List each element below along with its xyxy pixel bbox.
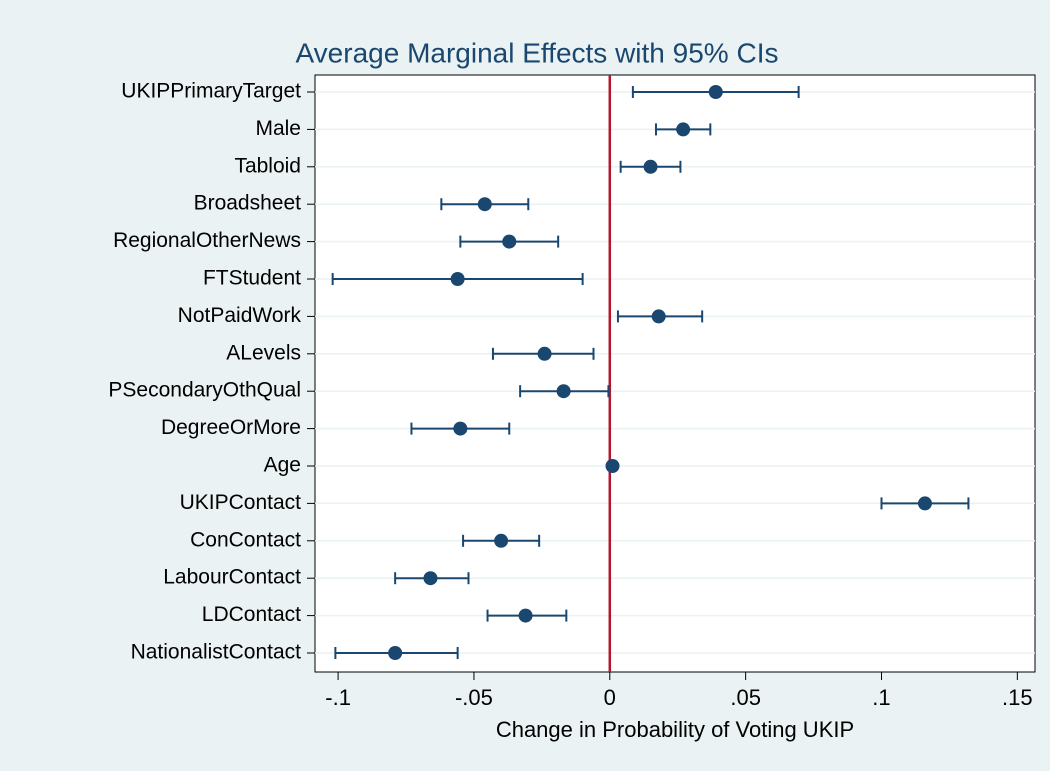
y-tick-label: UKIPContact xyxy=(180,491,302,514)
y-tick-label: PSecondaryOthQual xyxy=(108,379,301,402)
point-estimate xyxy=(556,384,571,399)
y-tick-label: Age xyxy=(264,454,301,477)
point-estimate xyxy=(708,85,723,99)
x-tick-label: -.05 xyxy=(455,685,493,710)
x-tick-label: .05 xyxy=(730,685,761,710)
y-tick-label: Broadsheet xyxy=(194,192,302,215)
point-estimate xyxy=(605,459,620,473)
point-estimate xyxy=(388,646,403,660)
point-estimate xyxy=(453,421,468,436)
x-axis-label: Change in Probability of Voting UKIP xyxy=(496,717,854,742)
x-tick-label: .1 xyxy=(872,685,890,710)
y-tick-label: ConContact xyxy=(190,528,301,551)
point-estimate xyxy=(477,197,492,212)
point-estimate xyxy=(651,309,666,324)
chart-title: Average Marginal Effects with 95% CIs xyxy=(296,37,779,68)
y-tick-label: ALevels xyxy=(226,341,301,364)
point-estimate xyxy=(423,571,438,586)
y-tick-label: Tabloid xyxy=(234,154,301,177)
y-tick-label: NationalistContact xyxy=(131,641,302,664)
x-tick-label: 0 xyxy=(604,685,616,710)
point-estimate xyxy=(537,346,552,361)
point-estimate xyxy=(917,496,932,511)
y-tick-label: DegreeOrMore xyxy=(161,416,301,439)
point-estimate xyxy=(494,533,509,548)
point-estimate xyxy=(676,122,691,137)
y-tick-label: NotPaidWork xyxy=(178,304,302,327)
y-tick-label: Male xyxy=(255,117,301,140)
point-estimate xyxy=(450,272,465,286)
point-estimate xyxy=(518,608,533,623)
point-estimate xyxy=(643,159,658,174)
y-tick-label: FTStudent xyxy=(203,267,301,290)
x-tick-label: .15 xyxy=(1002,685,1033,710)
point-estimate xyxy=(502,234,517,249)
y-tick-label: UKIPPrimaryTarget xyxy=(121,80,301,103)
y-tick-label: RegionalOtherNews xyxy=(113,229,301,252)
y-tick-label: LDContact xyxy=(202,603,301,626)
y-tick-label: LabourContact xyxy=(163,566,301,589)
plot-area xyxy=(314,74,1036,673)
x-tick-label: -.1 xyxy=(325,685,351,710)
